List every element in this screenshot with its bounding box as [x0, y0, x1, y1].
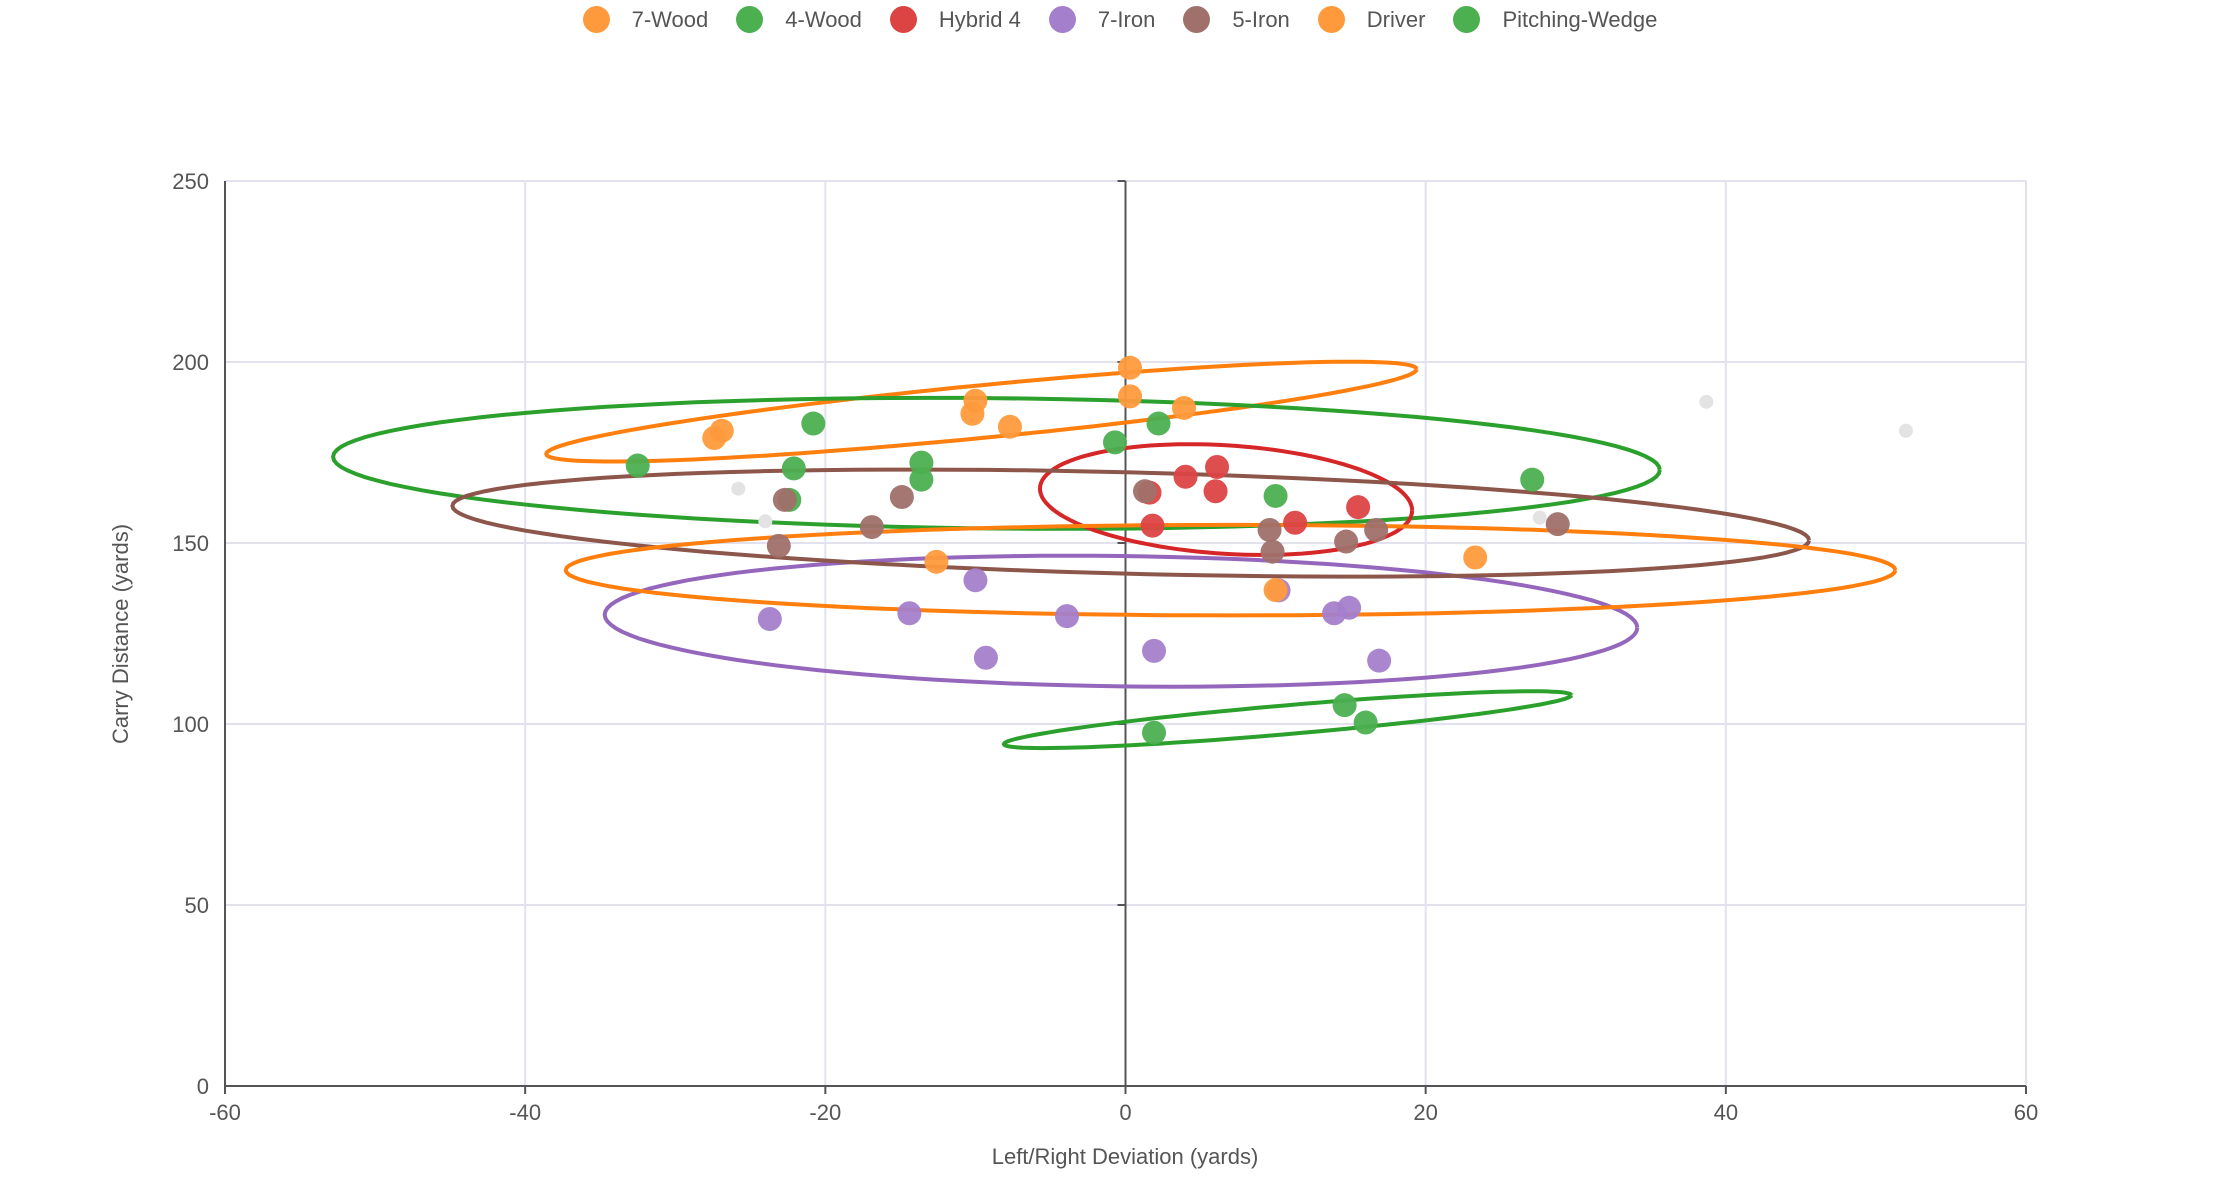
x-tick-label: 40: [1714, 1100, 1738, 1125]
legend-item[interactable]: Hybrid 4: [889, 6, 1021, 33]
y-tick-label: 150: [172, 531, 209, 556]
confidence-ellipse: [602, 553, 1640, 689]
data-point[interactable]: [897, 601, 922, 626]
legend-item[interactable]: 5-Iron: [1183, 6, 1290, 33]
data-point[interactable]: [1334, 529, 1359, 554]
data-point[interactable]: [1337, 595, 1362, 620]
data-point[interactable]: [1463, 545, 1488, 570]
data-point[interactable]: [801, 411, 826, 436]
data-point[interactable]: [859, 515, 884, 540]
legend-item[interactable]: 7-Wood: [582, 6, 709, 33]
data-point[interactable]: [1367, 648, 1392, 673]
y-tick-label: 0: [197, 1074, 209, 1099]
legend-marker-icon: [582, 6, 610, 33]
data-point[interactable]: [1146, 411, 1171, 436]
legend: 7-Wood 4-Wood Hybrid 4 7-Iron 5-Iron Driver Pi…: [0, 6, 2240, 33]
data-point[interactable]: [625, 453, 650, 478]
axes: -60 -40 -20 0 20 40 60 0 50 100 150 200 250: [172, 169, 2038, 1125]
x-tick-label: -60: [209, 1100, 241, 1125]
x-tick-label: -40: [509, 1100, 541, 1125]
data-point[interactable]: [1173, 464, 1198, 489]
data-point[interactable]: [1172, 395, 1197, 420]
legend-marker-icon: [1183, 6, 1211, 33]
confidence-ellipse: [450, 467, 1811, 579]
data-point[interactable]: [1364, 517, 1389, 542]
legend-label: 4-Wood: [785, 6, 862, 32]
ellipses: [331, 359, 1898, 751]
y-axis-label: Carry Distance (yards): [108, 524, 133, 744]
data-point[interactable]: [1260, 539, 1285, 564]
unlabeled-point: [731, 481, 746, 496]
data-point[interactable]: [1283, 510, 1308, 535]
legend-item[interactable]: 7-Iron: [1048, 6, 1156, 33]
data-point[interactable]: [1257, 517, 1282, 542]
legend-label: Driver: [1366, 6, 1426, 32]
legend-item[interactable]: Driver: [1317, 6, 1426, 33]
data-point[interactable]: [909, 450, 934, 475]
data-point[interactable]: [1346, 495, 1371, 520]
x-axis-label: Left/Right Deviation (yards): [992, 1144, 1259, 1169]
legend-item[interactable]: 4-Wood: [736, 6, 862, 33]
legend-marker-icon: [1453, 6, 1481, 33]
y-tick-label: 250: [172, 169, 209, 194]
legend-label: Hybrid 4: [938, 6, 1021, 32]
data-point[interactable]: [1142, 638, 1167, 663]
data-point[interactable]: [1203, 479, 1228, 504]
data-point[interactable]: [1054, 604, 1079, 629]
legend-item[interactable]: Pitching-Wedge: [1453, 6, 1657, 33]
y-tick-label: 200: [172, 350, 209, 375]
legend-label: 5-Iron: [1232, 6, 1290, 32]
data-point[interactable]: [1263, 578, 1288, 603]
x-tick-label: 20: [1413, 1100, 1437, 1125]
data-point[interactable]: [702, 426, 727, 451]
data-point[interactable]: [1118, 355, 1143, 380]
legend-marker-icon: [1048, 6, 1076, 33]
y-tick-label: 50: [185, 893, 209, 918]
data-point[interactable]: [963, 568, 988, 593]
unlabeled-point: [1898, 423, 1913, 438]
data-point[interactable]: [973, 645, 998, 670]
legend-label: Pitching-Wedge: [1502, 6, 1658, 32]
legend-label: 7-Wood: [631, 6, 709, 32]
data-point[interactable]: [1263, 483, 1288, 508]
confidence-ellipse: [1037, 442, 1415, 557]
unlabeled-point: [758, 514, 773, 529]
x-tick-label: 0: [1119, 1100, 1131, 1125]
data-point[interactable]: [1353, 710, 1378, 735]
data-point[interactable]: [997, 414, 1022, 439]
data-point[interactable]: [1140, 513, 1165, 538]
data-point[interactable]: [781, 456, 806, 481]
confidence-ellipse: [331, 395, 1662, 531]
legend-marker-icon: [1317, 6, 1345, 33]
x-tick-label: 60: [2014, 1100, 2038, 1125]
legend-marker-icon: [889, 6, 917, 33]
data-point[interactable]: [1520, 467, 1545, 492]
x-tick-label: -20: [809, 1100, 841, 1125]
data-point[interactable]: [757, 607, 782, 632]
confidence-ellipse: [1001, 689, 1574, 751]
data-point[interactable]: [766, 533, 791, 558]
data-point[interactable]: [924, 549, 949, 574]
data-point[interactable]: [889, 485, 914, 510]
points: [625, 355, 1913, 745]
data-point[interactable]: [1332, 693, 1357, 718]
data-point[interactable]: [1205, 454, 1230, 479]
confidence-ellipse: [544, 359, 1419, 464]
data-point[interactable]: [1133, 479, 1158, 504]
legend-marker-icon: [736, 6, 764, 33]
unlabeled-point: [1532, 510, 1547, 525]
unlabeled-point: [1699, 394, 1714, 409]
data-point[interactable]: [1118, 384, 1143, 409]
data-point[interactable]: [1545, 512, 1570, 537]
legend-label: 7-Iron: [1097, 6, 1156, 32]
y-tick-label: 100: [172, 712, 209, 737]
data-point[interactable]: [1142, 720, 1167, 745]
data-point[interactable]: [909, 467, 934, 492]
data-point[interactable]: [1102, 430, 1127, 455]
data-point[interactable]: [772, 487, 797, 512]
data-point[interactable]: [960, 401, 985, 426]
